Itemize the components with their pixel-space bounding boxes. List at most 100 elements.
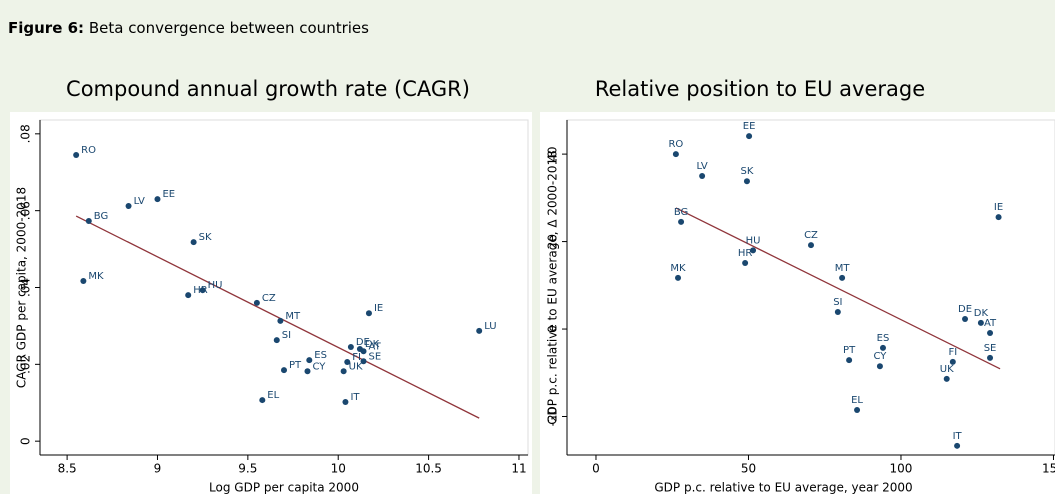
point-label: RO: [81, 145, 96, 156]
x-axis-label: GDP p.c. relative to EU average, year 20…: [654, 481, 912, 494]
x-tick-label: 150: [1042, 462, 1055, 476]
point-label: SK: [740, 166, 753, 177]
point-label: ES: [877, 333, 890, 344]
point: [125, 203, 132, 210]
point-label: LU: [484, 321, 496, 332]
point: [672, 151, 679, 158]
point-label: HR: [738, 248, 753, 259]
point: [80, 277, 87, 284]
point: [304, 368, 311, 375]
point-label: DE: [958, 304, 972, 315]
point-label: SE: [369, 351, 382, 362]
y-tick-label: 20: [546, 234, 560, 249]
point: [987, 329, 994, 336]
point-label: EL: [851, 395, 863, 406]
point: [154, 196, 161, 203]
x-tick-label: 9.5: [238, 462, 257, 476]
figure-title: Beta convergence between countries: [89, 19, 369, 37]
point: [995, 214, 1002, 221]
point-label: AT: [369, 341, 382, 352]
point-label: SI: [282, 330, 291, 341]
point: [839, 274, 846, 281]
figure-header: Figure 6: Beta convergence between count…: [8, 19, 369, 37]
point: [678, 218, 685, 225]
point: [253, 299, 260, 306]
point-label: FI: [948, 347, 957, 358]
point-label: DK: [365, 339, 380, 350]
point: [476, 327, 483, 334]
y-tick-label: .06: [19, 201, 33, 220]
point-label: FI: [352, 352, 361, 363]
point: [742, 260, 749, 267]
point: [743, 178, 750, 185]
point-label: SI: [833, 297, 842, 308]
point: [344, 359, 351, 366]
point-label: IT: [953, 431, 963, 442]
point-label: EE: [162, 189, 175, 200]
point-label: CZ: [262, 293, 276, 304]
fit-line: [75, 215, 480, 419]
point: [273, 337, 280, 344]
point: [259, 397, 266, 404]
point-label: EL: [267, 390, 279, 401]
point-label: MK: [670, 263, 686, 274]
point: [365, 310, 372, 317]
point: [190, 239, 197, 246]
point: [977, 319, 984, 326]
point: [987, 354, 994, 361]
point-label: BG: [674, 207, 688, 218]
x-axis-label: Log GDP per capita 2000: [209, 481, 359, 494]
y-axis-label: CAGR GDP per capita, 2000-2018: [15, 187, 29, 388]
y-tick-label: -20: [546, 407, 560, 427]
point: [199, 287, 206, 294]
point-label: CY: [873, 351, 887, 362]
point-label: RO: [668, 139, 683, 150]
point: [699, 172, 706, 179]
point: [73, 151, 80, 158]
point: [750, 247, 757, 254]
point-label: IT: [350, 392, 360, 403]
point: [85, 218, 92, 225]
point-label: HU: [208, 280, 223, 291]
point: [949, 358, 956, 365]
y-tick-label: 0: [546, 325, 560, 333]
point-label: DK: [974, 308, 989, 319]
point: [347, 344, 354, 351]
y-tick-label: 40: [546, 146, 560, 161]
point: [281, 367, 287, 374]
point-label: LV: [134, 196, 145, 207]
point: [954, 442, 961, 449]
chart-title: Compound annual growth rate (CAGR): [66, 77, 470, 101]
point-label: UK: [940, 364, 954, 375]
x-tick-label: 10.5: [415, 462, 442, 476]
point-label: EE: [743, 121, 756, 132]
x-tick-label: 8.5: [58, 462, 77, 476]
point-label: MK: [88, 271, 104, 282]
point-label: SE: [984, 343, 997, 354]
x-tick-label: 9: [154, 462, 162, 476]
point: [746, 133, 753, 140]
point-label: DE: [356, 337, 370, 348]
point: [962, 315, 969, 322]
point-label: AT: [984, 318, 997, 329]
point: [943, 375, 950, 382]
point-label: UK: [349, 361, 363, 372]
point-label: SK: [199, 232, 212, 243]
point: [808, 242, 814, 249]
point-label: ES: [314, 350, 327, 361]
point-label: HU: [746, 235, 761, 246]
point: [340, 368, 347, 375]
chart-title: Relative position to EU average: [595, 77, 925, 101]
point-label: CZ: [804, 230, 818, 241]
point-label: PT: [843, 345, 856, 356]
point-label: PT: [289, 360, 302, 371]
y-tick-label: .04: [19, 278, 33, 297]
x-tick-label: 10: [331, 462, 346, 476]
point-label: CY: [312, 361, 326, 372]
plot-area: [39, 119, 529, 456]
point-label: MT: [285, 311, 301, 322]
point: [846, 357, 853, 364]
fit-line: [675, 207, 1001, 370]
point: [854, 406, 861, 413]
